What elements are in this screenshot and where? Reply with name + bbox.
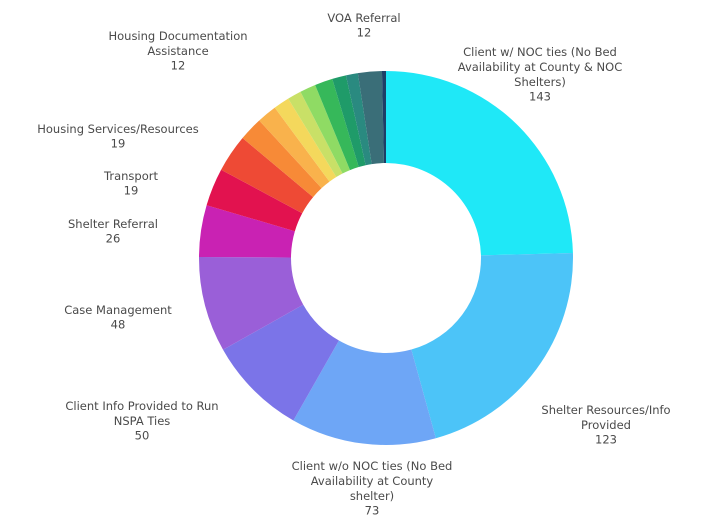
donut-segment (293, 340, 436, 445)
donut-segment (315, 78, 359, 171)
category-label: Case Management (64, 303, 172, 317)
category-label: Shelter Resources/Info Provided (541, 403, 670, 432)
donut-segment (199, 256, 304, 350)
donut-segment (223, 304, 339, 421)
donut-segment (221, 138, 314, 214)
donut-segment (332, 75, 366, 168)
donut-segment (411, 252, 573, 439)
value-label: 12 (171, 59, 186, 73)
category-label: Client w/o NOC ties (No Bed Availability … (292, 459, 453, 503)
donut-segment (199, 205, 295, 258)
donut-segment (288, 91, 343, 178)
category-label: VOA Referral (327, 11, 400, 25)
category-label: Client w/ NOC ties (No Bed Availability a… (458, 45, 622, 89)
donut-segment (357, 71, 384, 165)
category-label: Housing Services/Resources (37, 122, 199, 136)
donut-segment (274, 98, 337, 182)
category-label: Client Info Provided to Run NSPA Ties (65, 399, 218, 428)
value-label: 50 (135, 429, 150, 443)
donut-segment (381, 71, 386, 164)
value-label: 26 (106, 232, 121, 246)
donut-segment (300, 84, 351, 174)
value-label: 48 (111, 318, 126, 332)
category-label: Transport (103, 169, 158, 183)
value-label: 123 (595, 433, 617, 447)
value-label: 19 (124, 184, 139, 198)
category-label: Housing Documentation Assistance (108, 29, 247, 58)
donut-segment (242, 120, 322, 198)
value-label: 73 (365, 504, 380, 518)
donut-segment (345, 73, 372, 166)
value-label: 19 (111, 137, 126, 151)
donut-segment (206, 169, 303, 232)
category-label: Shelter Referral (68, 217, 158, 231)
donut-segment (259, 107, 330, 189)
value-label: 143 (529, 90, 551, 104)
donut-segment (386, 71, 573, 256)
value-label: 12 (357, 26, 372, 40)
